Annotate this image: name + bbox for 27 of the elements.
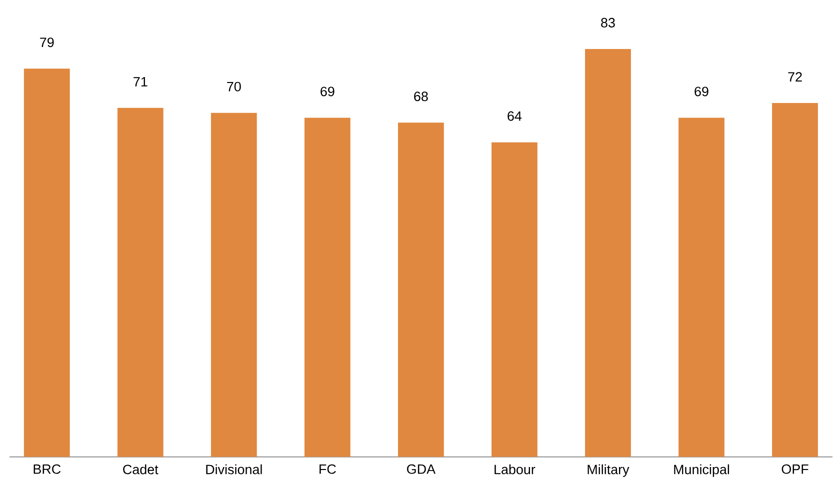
bar (585, 49, 631, 457)
bar (492, 142, 538, 457)
bar (772, 103, 818, 457)
x-tick-label: Labour (494, 464, 536, 474)
bar (398, 122, 444, 457)
data-label: 64 (508, 111, 522, 121)
data-label: 79 (40, 38, 54, 48)
bar (678, 118, 724, 457)
data-label: 70 (227, 82, 241, 92)
x-tick-label: Divisional (206, 464, 262, 474)
x-tick-label: Military (588, 464, 630, 478)
data-label: 83 (601, 18, 615, 28)
data-label: 69 (320, 86, 334, 96)
data-label: 68 (414, 92, 428, 102)
x-tick-label: Cadet (123, 464, 158, 474)
data-label: 72 (788, 72, 802, 82)
x-tick-label: BRC (34, 464, 61, 474)
x-tick-label: Municipal (674, 464, 730, 478)
x-tick-label: GDA (407, 464, 436, 474)
bar (24, 68, 70, 457)
data-label: 71 (134, 77, 148, 87)
bar (117, 108, 164, 457)
x-tick-label: FC (320, 464, 336, 474)
bar (210, 112, 257, 457)
x-tick-label: OPF (782, 464, 808, 474)
data-label: 69 (694, 86, 708, 96)
bar (304, 118, 350, 457)
